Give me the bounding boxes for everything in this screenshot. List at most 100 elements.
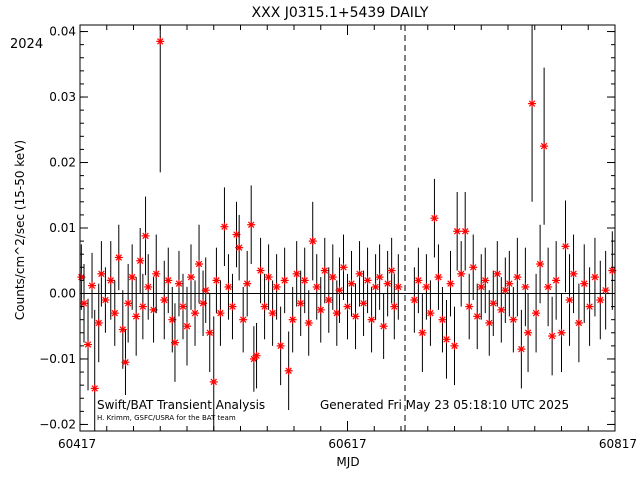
data-point [308, 237, 317, 246]
data-point [312, 282, 321, 291]
data-point [569, 269, 578, 278]
data-point [88, 281, 97, 290]
data-point [489, 299, 498, 308]
data-point [292, 269, 301, 278]
data-point [414, 276, 423, 285]
data-point [90, 384, 99, 393]
data-point [383, 279, 392, 288]
data-point [247, 220, 256, 229]
data-point [359, 299, 368, 308]
data-point [477, 282, 486, 291]
data-point [320, 266, 329, 275]
x-tick-label: 60817 [599, 437, 637, 451]
footer-credit-label: H. Krimm, GSFC/USRA for the BAT team [97, 414, 236, 422]
data-point [260, 302, 269, 311]
data-point [97, 269, 106, 278]
data-point [264, 273, 273, 282]
data-point [509, 315, 518, 324]
data-point [339, 263, 348, 272]
data-point [418, 328, 427, 337]
data-point [228, 302, 237, 311]
data-point [379, 322, 388, 331]
data-point [304, 318, 313, 327]
data-point [272, 282, 281, 291]
axes: −0.02 −0.01 0.00 0.01 0.02 0.03 0.04 60417 60617… [39, 25, 637, 451]
data-point [347, 279, 356, 288]
data-point [536, 260, 545, 269]
data-point [375, 273, 384, 282]
data-point [316, 305, 325, 314]
x-tick-label: 60417 [58, 437, 96, 451]
data-point [501, 286, 510, 295]
y-tick-label: 0.02 [49, 156, 76, 170]
data-point [187, 273, 196, 282]
data-point [141, 231, 150, 240]
data-point [548, 332, 557, 341]
data-point [465, 302, 474, 311]
data-point [138, 302, 147, 311]
data-point [608, 266, 617, 275]
data-point [239, 315, 248, 324]
data-point [324, 296, 333, 305]
y-axis-label: Counts/cm^2/sec (15-50 keV) [13, 140, 27, 320]
data-point [565, 296, 574, 305]
data-point [485, 318, 494, 327]
data-point [438, 315, 447, 324]
data-point [497, 305, 506, 314]
data-point [585, 302, 594, 311]
y-tick-label: −0.01 [39, 352, 76, 366]
footer-right-label: Generated Fri May 23 05:18:10 UTC 2025 [320, 398, 569, 412]
data-point [590, 273, 599, 282]
data-point [183, 322, 191, 331]
data-point [94, 318, 103, 327]
data-point [557, 328, 566, 337]
data-point [430, 214, 439, 223]
data-point [363, 276, 372, 285]
data-point [457, 269, 466, 278]
data-point [128, 273, 137, 282]
data-point [513, 273, 522, 282]
year-label: 2024 [10, 37, 43, 52]
data-point [446, 279, 455, 288]
data-point [178, 302, 187, 311]
data-point [121, 358, 130, 367]
y-tick-label: 0.03 [49, 90, 76, 104]
data-point [335, 286, 344, 295]
footer-left-label: Swift/BAT Transient Analysis [97, 398, 265, 412]
data-point [160, 296, 169, 305]
data-point [300, 276, 309, 285]
data-point [343, 302, 352, 311]
data-point [276, 341, 285, 350]
data-point [216, 309, 225, 318]
x-axis-label: MJD [336, 455, 359, 469]
data-point [136, 256, 145, 265]
data-point [528, 99, 537, 108]
data-point [442, 335, 451, 344]
data-point [461, 227, 470, 236]
data-point [209, 377, 218, 386]
data-point [450, 341, 459, 350]
data-point [371, 282, 380, 291]
data-point [596, 296, 605, 305]
data-point [256, 266, 265, 275]
data-point [205, 328, 214, 337]
plot-frame [79, 24, 616, 432]
data-point [328, 273, 337, 282]
data-point [453, 227, 462, 236]
y-tick-label: −0.02 [39, 417, 76, 431]
data-point [191, 309, 200, 318]
data-point [132, 312, 141, 321]
data-point [390, 302, 399, 311]
data-point [156, 37, 165, 46]
data-point [426, 309, 435, 318]
data-point [387, 266, 396, 275]
data-point [524, 328, 533, 337]
data-point [174, 279, 183, 288]
data-point [152, 269, 161, 278]
data-point [552, 276, 561, 285]
y-tick-label: 0.04 [49, 25, 76, 39]
plot-area [77, 25, 617, 431]
data-point [544, 282, 553, 291]
data-point [394, 282, 403, 291]
